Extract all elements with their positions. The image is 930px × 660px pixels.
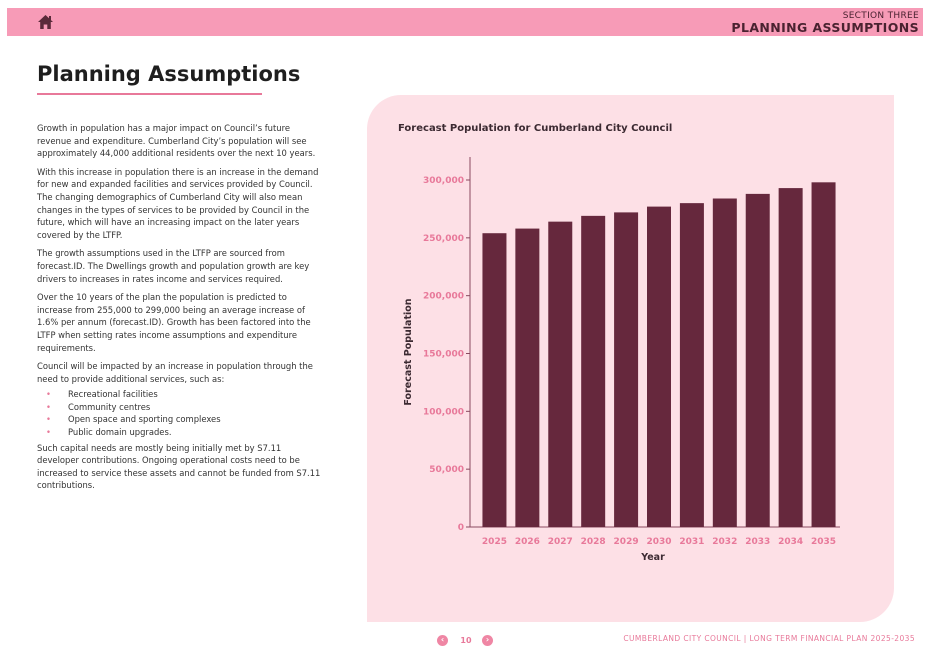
y-tick-label: 50,000 [429, 465, 464, 475]
body-text: Growth in population has a major impact … [37, 122, 322, 498]
bar [515, 228, 540, 527]
footer-text: CUMBERLAND CITY COUNCIL | LONG TERM FINA… [623, 634, 915, 643]
x-tick-label: 2033 [745, 537, 770, 547]
services-list: Recreational facilities Community centre… [37, 388, 322, 438]
bar [778, 188, 803, 527]
paragraph: Council will be impacted by an increase … [37, 361, 313, 384]
section-title: PLANNING ASSUMPTIONS [731, 20, 919, 35]
y-tick-label: 250,000 [423, 234, 464, 244]
y-axis-label: Forecast Population [403, 298, 414, 405]
y-tick-label: 150,000 [423, 350, 464, 360]
bar [614, 212, 639, 527]
x-tick-label: 2031 [679, 537, 704, 547]
paragraph: Growth in population has a major impact … [37, 123, 316, 159]
population-bar-chart: 0 50,000 100,000 150,000 200,000 250,000 300,0… [403, 157, 840, 563]
paragraph: Such capital needs are mostly being init… [37, 442, 321, 491]
bar [745, 193, 770, 527]
x-tick-label: 2034 [778, 537, 803, 547]
x-axis-label: Year [640, 552, 665, 563]
list-item: Open space and sporting complexes [37, 413, 322, 426]
y-tick-label: 0 [458, 523, 464, 533]
list-item: Community centres [37, 401, 322, 414]
bar [482, 233, 507, 527]
x-tick-label: 2025 [482, 537, 507, 547]
bar [811, 182, 836, 527]
chevron-left-icon: ‹ [440, 635, 445, 644]
x-tick-label: 2030 [646, 537, 671, 547]
paragraph: With this increase in population there i… [37, 166, 319, 240]
page-number: 10 [460, 636, 472, 645]
x-tick-label: 2028 [581, 537, 606, 547]
chart-title: Forecast Population for Cumberland City … [398, 123, 673, 134]
home-icon[interactable] [37, 14, 54, 30]
x-tick-label: 2032 [712, 537, 737, 547]
bar [581, 215, 606, 527]
y-tick-label: 200,000 [423, 292, 464, 302]
chart-panel: Forecast Population for Cumberland City … [367, 95, 894, 622]
list-item: Recreational facilities [37, 388, 322, 401]
x-tick-label: 2027 [548, 537, 573, 547]
paragraph: The growth assumptions used in the LTFP … [37, 248, 310, 284]
x-tick-label: 2026 [515, 537, 540, 547]
section-label: SECTION THREE [842, 11, 919, 21]
list-item: Public domain upgrades. [37, 426, 322, 439]
x-tick-label: 2029 [614, 537, 639, 547]
title-underline [37, 93, 262, 95]
next-page-button[interactable]: › [482, 635, 493, 646]
paragraph: Over the 10 years of the plan the popula… [37, 292, 311, 353]
y-tick-label: 300,000 [423, 176, 464, 186]
bar [647, 206, 671, 527]
bar [679, 203, 704, 527]
bar [548, 221, 573, 527]
header-bar: SECTION THREE PLANNING ASSUMPTIONS [7, 8, 923, 36]
prev-page-button[interactable]: ‹ [437, 635, 448, 646]
bar [712, 198, 737, 528]
page-title: Planning Assumptions [37, 62, 301, 86]
chevron-right-icon: › [485, 635, 490, 644]
y-tick-label: 100,000 [423, 407, 464, 417]
x-tick-label: 2035 [811, 537, 836, 547]
